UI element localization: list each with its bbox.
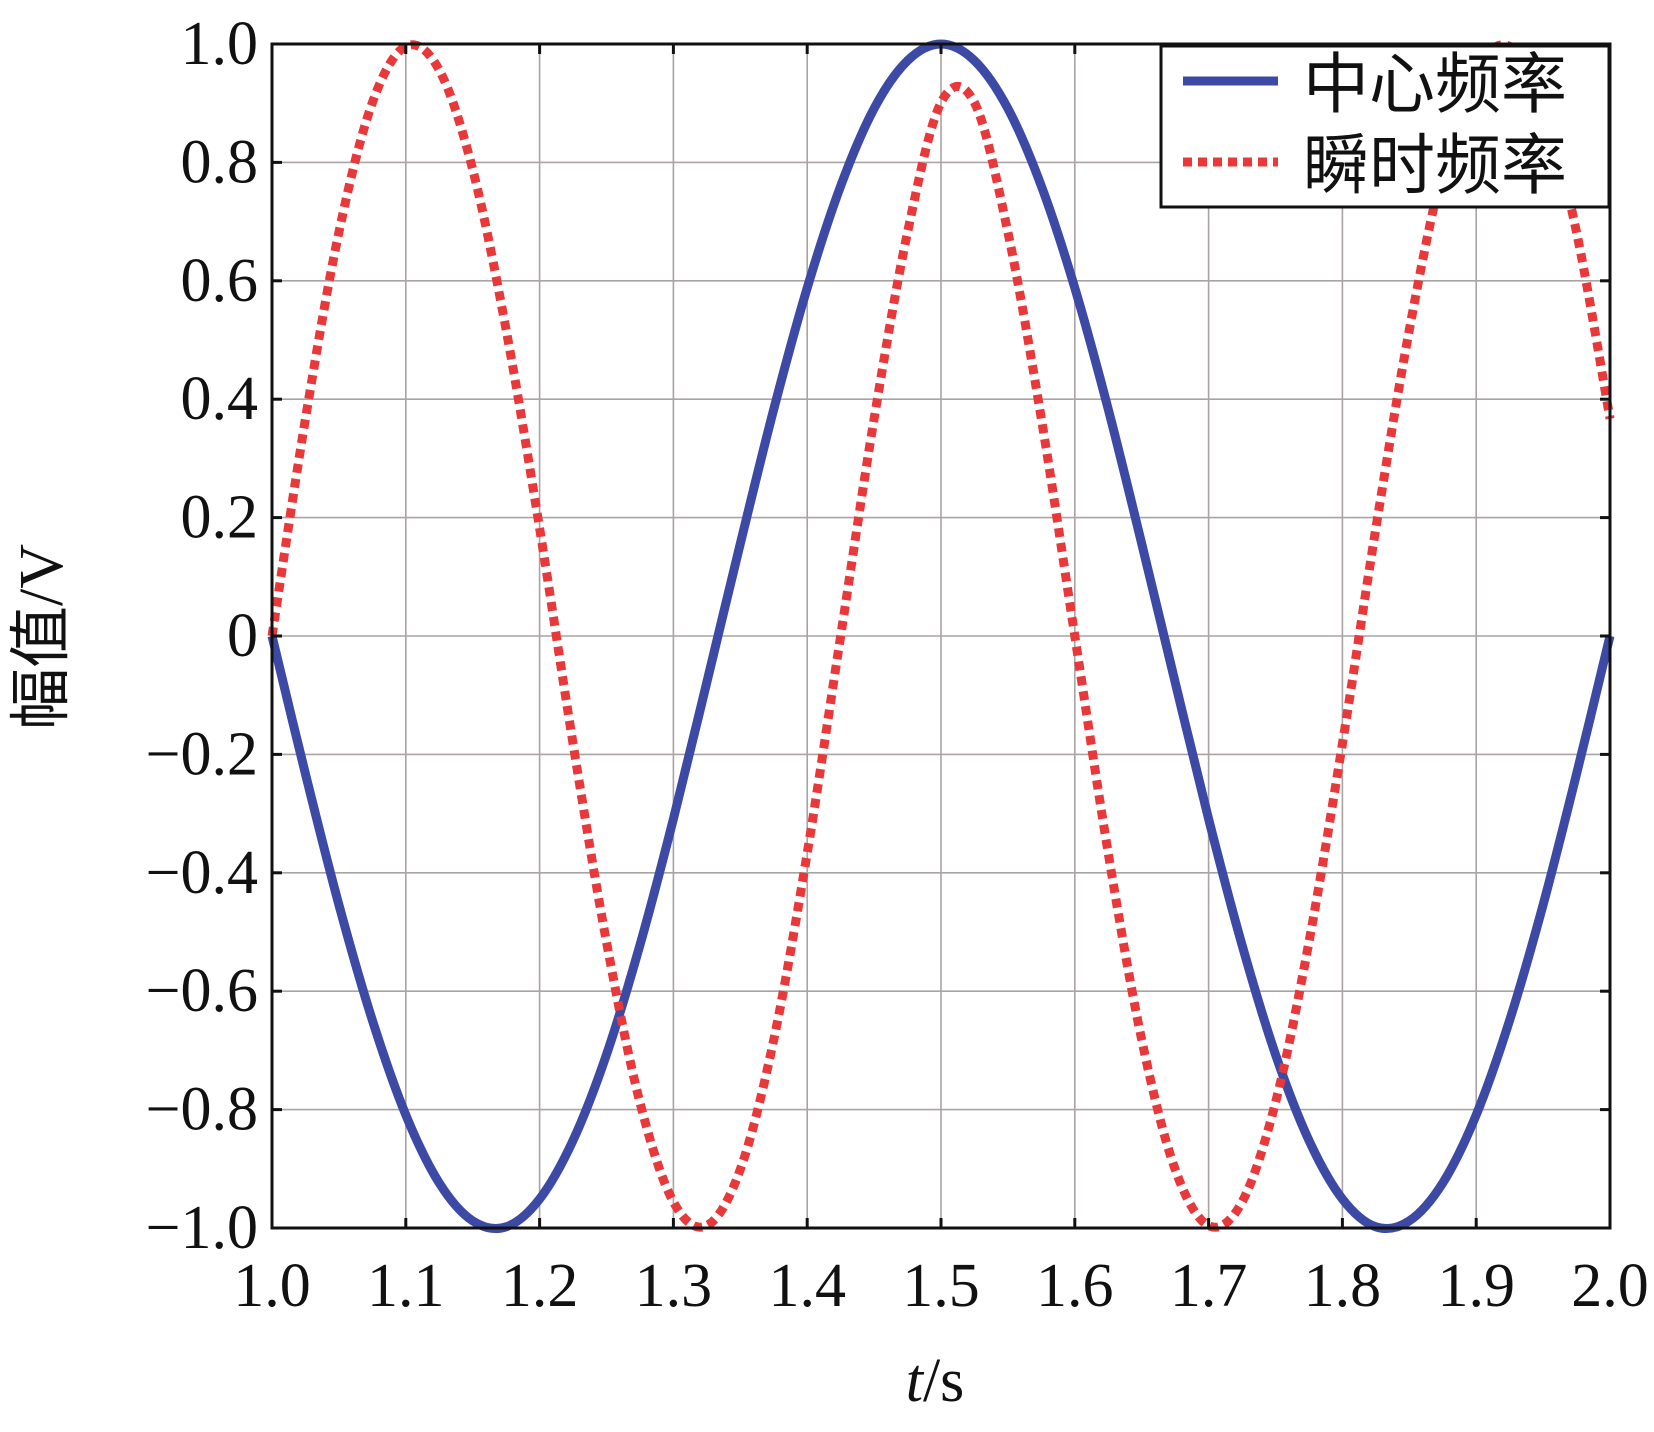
y-tick-label: 1.0	[181, 10, 259, 78]
y-tick-label: −1.0	[146, 1194, 258, 1262]
x-tick-label: 1.2	[501, 1252, 579, 1320]
y-tick-label: −0.6	[146, 957, 258, 1025]
y-axis-title: 幅值/V	[8, 544, 76, 730]
legend-box	[1159, 44, 1611, 209]
y-tick-label: −0.8	[146, 1076, 258, 1144]
y-tick-label: 0.4	[181, 365, 259, 433]
x-tick-label: 1.4	[768, 1252, 846, 1320]
y-tick-label: 0.2	[181, 484, 259, 552]
x-axis-title-variable: t	[906, 1347, 925, 1415]
x-tick-label: 1.9	[1437, 1252, 1515, 1320]
x-tick-label: 1.7	[1170, 1252, 1248, 1320]
y-tick-label: −0.4	[146, 839, 258, 907]
x-tick-label: 1.3	[635, 1252, 713, 1320]
x-axis-title: t/s	[906, 1347, 965, 1415]
y-tick-label: 0.6	[181, 247, 259, 315]
x-tick-label: 2.0	[1571, 1252, 1649, 1320]
legend: 中心频率 瞬时频率	[1159, 44, 1611, 209]
series-line-instant-frequency	[267, 40, 1615, 1232]
x-tick-label: 1.8	[1304, 1252, 1382, 1320]
x-axis-title-unit: /s	[923, 1347, 964, 1415]
tick-labels: 1.0 1.1 1.2 1.3 1.4 1.5 1.6 1.7 1.8 1.9 2.0 1.0 0.8 0…	[146, 10, 1649, 1320]
y-tick-label: 0	[227, 602, 258, 670]
x-tick-label: 1.5	[902, 1252, 980, 1320]
x-tick-label: 1.0	[233, 1252, 311, 1320]
y-tick-label: 0.8	[181, 128, 259, 196]
x-tick-label: 1.1	[367, 1252, 445, 1320]
y-tick-label: −0.2	[146, 720, 258, 788]
legend-label-center-frequency: 中心频率	[1303, 49, 1567, 122]
grid	[272, 44, 1610, 1228]
x-tick-label: 1.6	[1036, 1252, 1114, 1320]
legend-label-instant-frequency: 瞬时频率	[1303, 130, 1567, 203]
